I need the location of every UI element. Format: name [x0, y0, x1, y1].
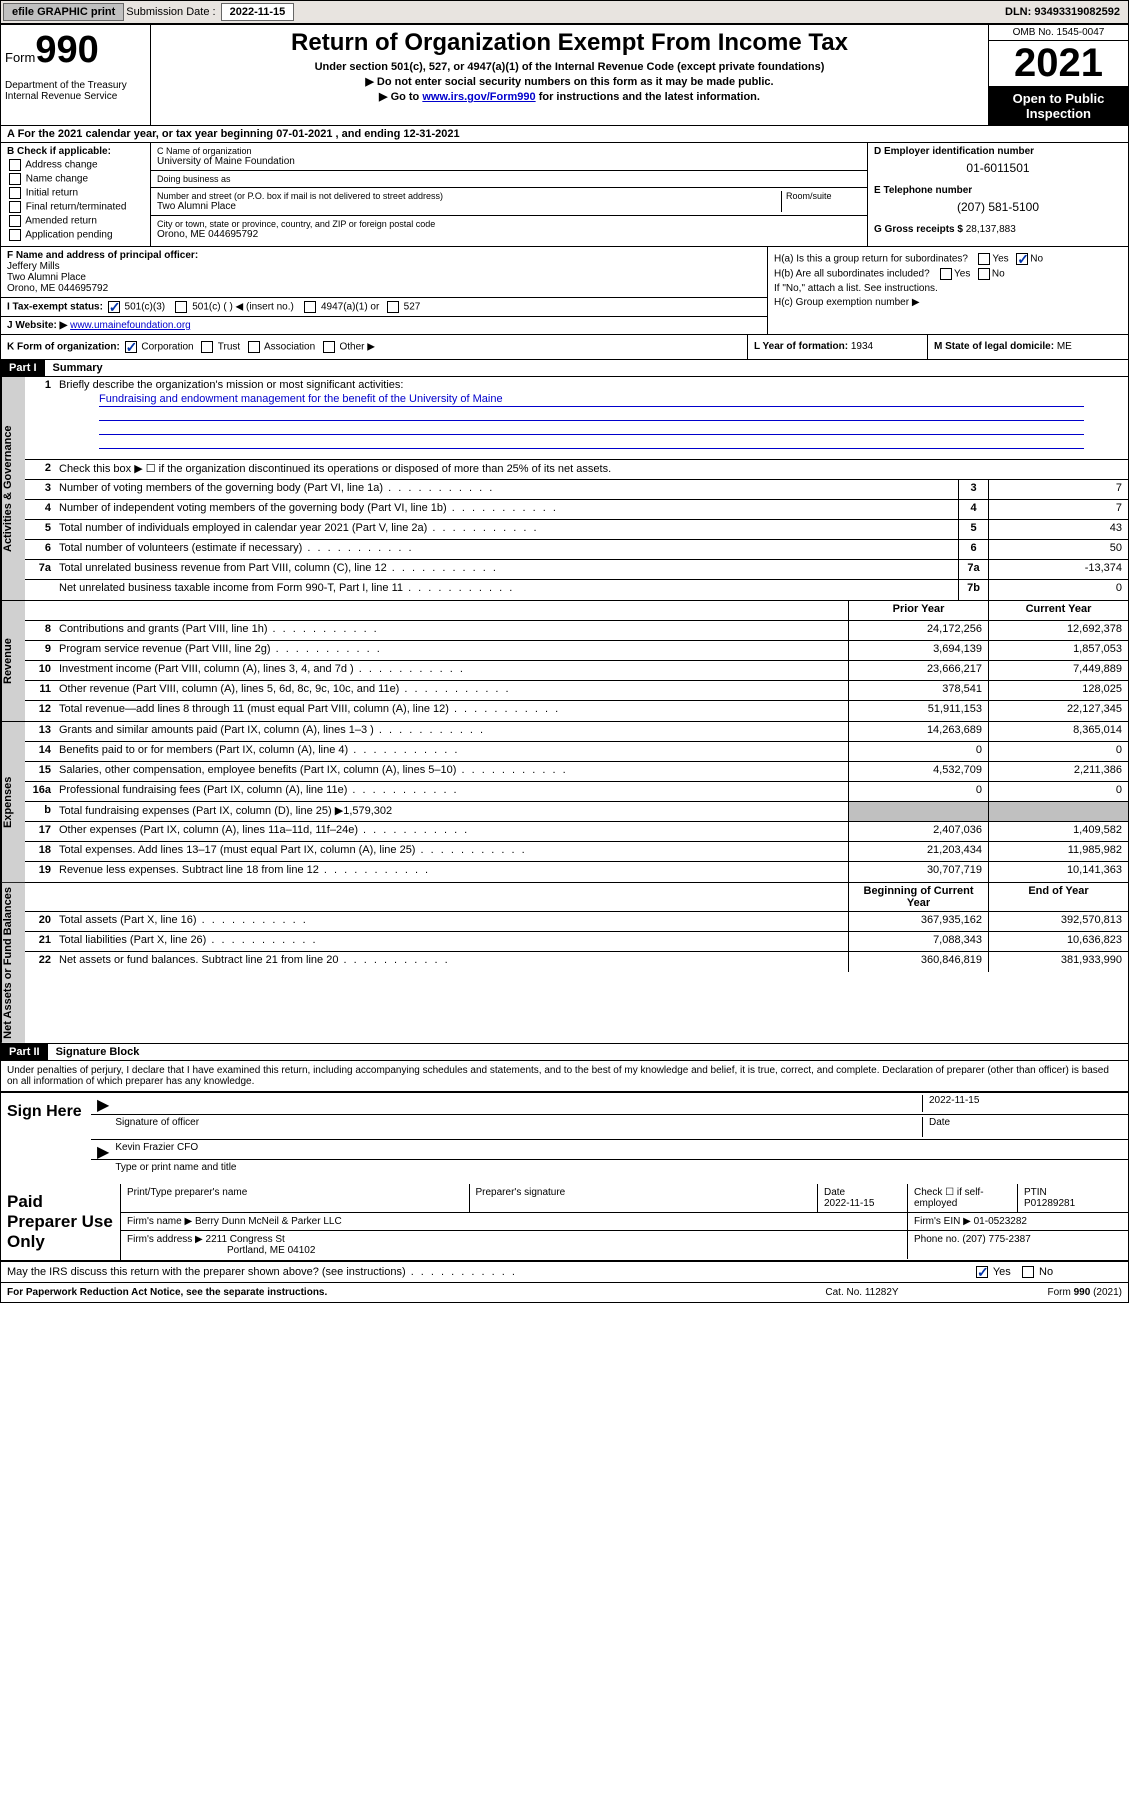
- section-j: J Website: ▶ www.umainefoundation.org: [1, 317, 767, 334]
- section-b: B Check if applicable: Address change Na…: [1, 143, 151, 246]
- firm-phone: (207) 775-2387: [962, 1234, 1030, 1245]
- org-address: Two Alumni Place: [157, 201, 781, 212]
- gov-line: 4Number of independent voting members of…: [25, 500, 1128, 520]
- paid-preparer-block: Paid Preparer Use Only Print/Type prepar…: [1, 1184, 1128, 1262]
- tab-revenue: Revenue: [1, 601, 25, 721]
- website-link[interactable]: www.umainefoundation.org: [70, 320, 191, 331]
- tab-net-assets: Net Assets or Fund Balances: [1, 883, 25, 1043]
- section-f-to-j: F Name and address of principal officer:…: [1, 247, 1128, 335]
- data-line: 22Net assets or fund balances. Subtract …: [25, 952, 1128, 972]
- gov-line: 6Total number of volunteers (estimate if…: [25, 540, 1128, 560]
- subtitle-2: ▶ Do not enter social security numbers o…: [159, 75, 980, 88]
- sig-date: 2022-11-15: [922, 1095, 1122, 1112]
- part1-header-row: Part I Summary: [1, 360, 1128, 377]
- data-line: 18Total expenses. Add lines 13–17 (must …: [25, 842, 1128, 862]
- gov-line: 3Number of voting members of the governi…: [25, 480, 1128, 500]
- submission-date-value: 2022-11-15: [221, 3, 295, 21]
- section-h: H(a) Is this a group return for subordin…: [768, 247, 1128, 334]
- dept-treasury: Department of the Treasury Internal Reve…: [5, 80, 146, 102]
- summary-expenses: Expenses 13Grants and similar amounts pa…: [1, 722, 1128, 883]
- section-f: F Name and address of principal officer:…: [1, 247, 767, 298]
- data-line: 19Revenue less expenses. Subtract line 1…: [25, 862, 1128, 882]
- mission-text: Fundraising and endowment management for…: [99, 393, 1084, 407]
- penalties-text: Under penalties of perjury, I declare th…: [1, 1061, 1128, 1092]
- summary-governance: Activities & Governance 1 Briefly descri…: [1, 377, 1128, 601]
- tab-governance: Activities & Governance: [1, 377, 25, 600]
- org-city: Orono, ME 044695792: [157, 229, 861, 240]
- may-irs-discuss: May the IRS discuss this return with the…: [1, 1262, 1128, 1283]
- firm-ein: 01-0523282: [974, 1216, 1027, 1227]
- summary-revenue: Revenue Prior Year Current Year 8Contrib…: [1, 601, 1128, 722]
- ptin-value: P01289281: [1024, 1198, 1122, 1209]
- gov-line: 5Total number of individuals employed in…: [25, 520, 1128, 540]
- data-line: 20Total assets (Part X, line 16)367,935,…: [25, 912, 1128, 932]
- section-c: C Name of organization University of Mai…: [151, 143, 868, 246]
- data-line: bTotal fundraising expenses (Part IX, co…: [25, 802, 1128, 822]
- ein-value: 01-6011501: [874, 161, 1122, 175]
- data-line: 10Investment income (Part VIII, column (…: [25, 661, 1128, 681]
- data-line: 16aProfessional fundraising fees (Part I…: [25, 782, 1128, 802]
- open-public-badge: Open to Public Inspection: [989, 87, 1128, 125]
- part2-title: Signature Block: [48, 1044, 148, 1060]
- tab-expenses: Expenses: [1, 722, 25, 882]
- summary-net-assets: Net Assets or Fund Balances Beginning of…: [1, 883, 1128, 1044]
- data-line: 17Other expenses (Part IX, column (A), l…: [25, 822, 1128, 842]
- gov-line: 7aTotal unrelated business revenue from …: [25, 560, 1128, 580]
- officer-name: Kevin Frazier CFO: [115, 1142, 1122, 1157]
- sign-here-block: Sign Here ▶ 2022-11-15 ▶ Signature of of…: [1, 1092, 1128, 1184]
- data-line: 12Total revenue—add lines 8 through 11 (…: [25, 701, 1128, 721]
- section-k-l-m: K Form of organization: Corporation Trus…: [1, 335, 1128, 360]
- data-line: 14Benefits paid to or for members (Part …: [25, 742, 1128, 762]
- data-line: 9Program service revenue (Part VIII, lin…: [25, 641, 1128, 661]
- telephone-value: (207) 581-5100: [874, 200, 1122, 214]
- page-footer: For Paperwork Reduction Act Notice, see …: [1, 1283, 1128, 1302]
- subtitle-3: ▶ Go to www.irs.gov/Form990 for instruct…: [159, 90, 980, 103]
- data-line: 8Contributions and grants (Part VIII, li…: [25, 621, 1128, 641]
- topbar: efile GRAPHIC print Submission Date : 20…: [0, 0, 1129, 24]
- irs-link[interactable]: www.irs.gov/Form990: [422, 91, 535, 103]
- data-line: 13Grants and similar amounts paid (Part …: [25, 722, 1128, 742]
- firm-name: Berry Dunn McNeil & Parker LLC: [195, 1216, 342, 1227]
- gross-receipts: 28,137,883: [966, 224, 1016, 235]
- omb-number: OMB No. 1545-0047: [989, 25, 1128, 41]
- part1-label: Part I: [1, 360, 45, 376]
- part2-label: Part II: [1, 1044, 48, 1060]
- form-990-container: Form990 Department of the Treasury Inter…: [0, 24, 1129, 1303]
- data-line: 11Other revenue (Part VIII, column (A), …: [25, 681, 1128, 701]
- data-line: 15Salaries, other compensation, employee…: [25, 762, 1128, 782]
- efile-print-button[interactable]: efile GRAPHIC print: [3, 3, 124, 21]
- section-i: I Tax-exempt status: 501(c)(3) 501(c) ( …: [1, 298, 767, 317]
- tax-year: 2021: [989, 41, 1128, 87]
- row-a-tax-year: A For the 2021 calendar year, or tax yea…: [1, 126, 1128, 143]
- gov-line: Net unrelated business taxable income fr…: [25, 580, 1128, 600]
- submission-date-field: Submission Date : 2022-11-15: [126, 6, 296, 18]
- part1-title: Summary: [45, 360, 111, 376]
- data-line: 21Total liabilities (Part X, line 26)7,0…: [25, 932, 1128, 952]
- form-number: Form990: [5, 29, 146, 72]
- subtitle-1: Under section 501(c), 527, or 4947(a)(1)…: [159, 61, 980, 73]
- dln-label: DLN: 93493319082592: [1005, 6, 1128, 18]
- section-bcd: B Check if applicable: Address change Na…: [1, 143, 1128, 247]
- form-title: Return of Organization Exempt From Incom…: [159, 29, 980, 57]
- section-d-e-g: D Employer identification number 01-6011…: [868, 143, 1128, 246]
- form-header: Form990 Department of the Treasury Inter…: [1, 25, 1128, 126]
- org-name: University of Maine Foundation: [157, 156, 861, 167]
- part2-header-row: Part II Signature Block: [1, 1044, 1128, 1061]
